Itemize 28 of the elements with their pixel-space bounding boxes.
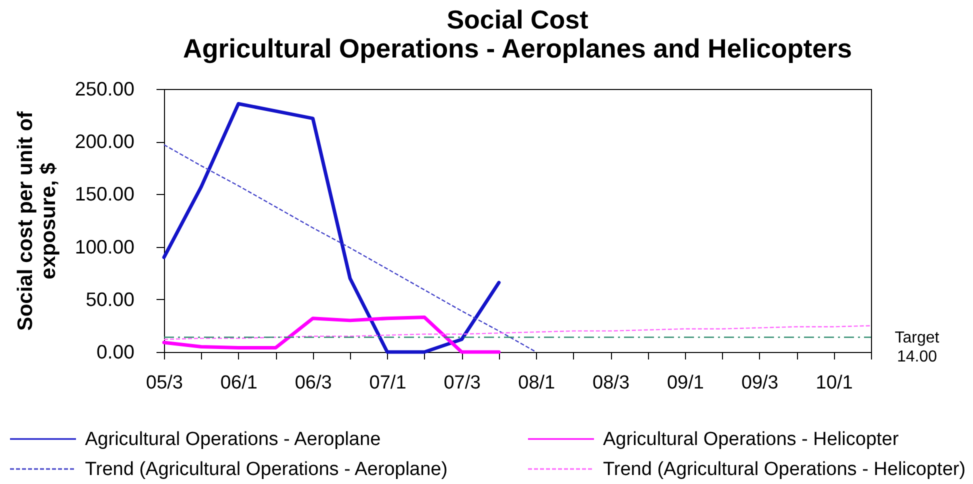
- x-tick-label: 09/1: [666, 372, 704, 394]
- chart-title: Social Cost: [446, 4, 589, 34]
- y-tick-label: 0.00: [96, 342, 135, 364]
- legend-label: Agricultural Operations - Helicopter: [603, 429, 900, 450]
- line-series: [163, 144, 537, 353]
- ref-line-label: Target 14.00: [894, 329, 940, 366]
- x-tick-label: 06/3: [294, 372, 332, 394]
- y-tick-label: 200.00: [74, 131, 135, 154]
- x-tick-label: 07/1: [369, 372, 406, 394]
- line-series: [162, 316, 501, 354]
- y-axis-title: Social cost per unit of exposure, $: [14, 110, 60, 331]
- legend-label: Trend (Agricultural Operations - Helicopter): [603, 459, 966, 480]
- x-tick-label: 06/1: [220, 372, 258, 394]
- y-tick-label: 50.00: [86, 288, 135, 311]
- line-series: [163, 325, 872, 340]
- legend-label: Trend (Agricultural Operations - Aeroplane): [85, 459, 448, 480]
- x-tick-label: 10/1: [816, 372, 853, 394]
- x-tick-label: 05/3: [146, 372, 183, 394]
- x-tick-label: 09/3: [741, 372, 778, 394]
- y-tick-label: 100.00: [74, 236, 135, 258]
- y-tick-label: 250.00: [74, 78, 135, 100]
- legend-label: Agricultural Operations - Aeroplane: [85, 429, 381, 450]
- chart-subtitle: Agricultural Operations - Aeroplanes and Helicopters: [182, 34, 852, 64]
- line-series: [162, 102, 501, 354]
- y-tick-label: 150.00: [74, 184, 135, 206]
- x-tick-label: 07/3: [444, 372, 481, 394]
- x-tick-label: 08/3: [592, 372, 630, 394]
- x-tick-label: 08/1: [518, 372, 556, 394]
